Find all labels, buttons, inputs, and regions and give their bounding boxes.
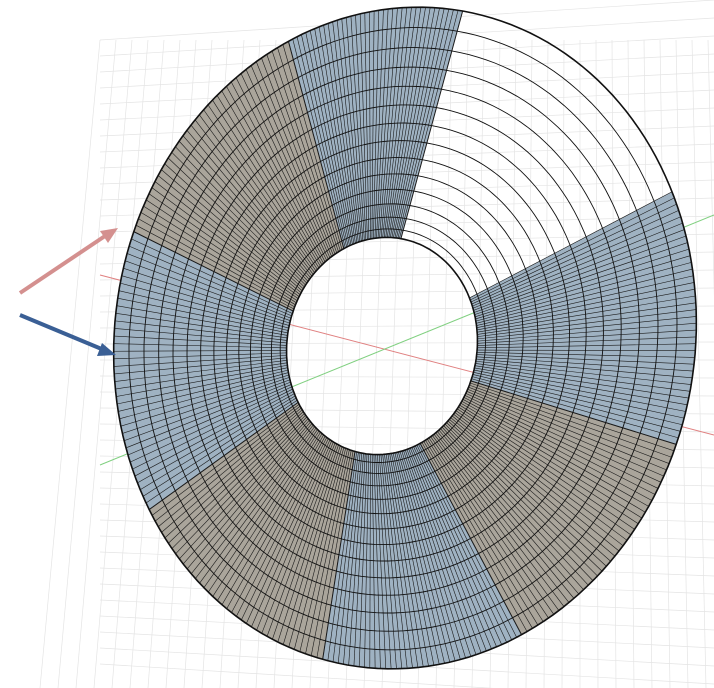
grid-line: [58, 40, 116, 688]
grid-line: [708, 40, 714, 688]
arrow-pink: [20, 234, 108, 293]
mesh-viewport: [0, 0, 714, 688]
arrow-blue: [20, 315, 104, 350]
grid-line: [40, 40, 100, 688]
arrows: [20, 228, 118, 356]
